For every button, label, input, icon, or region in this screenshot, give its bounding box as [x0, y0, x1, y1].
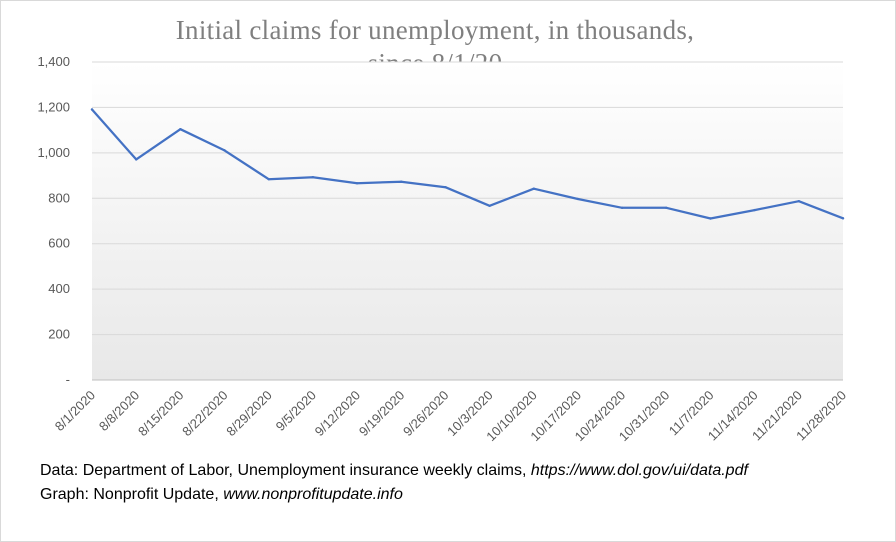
y-tick-label: 200	[48, 327, 70, 342]
data-point	[532, 187, 535, 190]
y-tick-label: 1,400	[37, 54, 70, 69]
x-tick-label: 8/1/2020	[52, 388, 98, 434]
credit-note: Graph: Nonprofit Update, www.nonprofitup…	[40, 483, 748, 507]
data-point	[620, 206, 624, 210]
credit-text: Graph: Nonprofit Update,	[40, 486, 224, 503]
data-point	[223, 149, 226, 152]
y-tick-label: 600	[48, 236, 70, 251]
data-point	[311, 175, 315, 179]
y-tick-label: -	[66, 372, 70, 387]
data-point	[753, 208, 756, 212]
x-tick-label: 9/19/2020	[356, 388, 408, 440]
data-point	[488, 204, 491, 207]
data-point	[709, 217, 712, 220]
x-tick-label: 8/15/2020	[135, 388, 187, 440]
data-point	[576, 197, 580, 201]
source-text: Data: Department of Labor, Unemployment …	[40, 462, 531, 479]
data-point	[841, 217, 845, 220]
chart-title-line-1: Initial claims for unemployment, in thou…	[175, 15, 695, 45]
y-tick-label: 400	[48, 281, 70, 296]
data-point	[90, 108, 94, 111]
x-tick-label: 8/29/2020	[223, 388, 275, 440]
data-point	[797, 200, 801, 203]
data-point	[267, 178, 270, 181]
data-point	[400, 180, 403, 183]
data-point	[444, 185, 447, 189]
series-line	[90, 108, 845, 220]
x-tick-label: 9/12/2020	[312, 388, 364, 440]
source-link[interactable]: https://www.dol.gov/ui/data.pdf	[530, 462, 748, 479]
y-tick-label: 1,000	[37, 145, 70, 160]
chart-footer: Data: Department of Labor, Unemployment …	[40, 459, 748, 507]
plot-area	[92, 62, 843, 380]
data-point	[665, 206, 668, 210]
x-tick-label: 8/22/2020	[179, 388, 231, 440]
y-tick-label: 800	[48, 190, 70, 205]
y-tick-label: 1,200	[37, 99, 70, 114]
data-point	[134, 158, 138, 161]
source-note: Data: Department of Labor, Unemployment …	[40, 459, 748, 483]
data-point	[179, 128, 182, 131]
x-tick-label: 9/26/2020	[400, 388, 452, 440]
credit-link[interactable]: www.nonprofitupdate.info	[223, 486, 403, 503]
data-point	[355, 182, 359, 185]
